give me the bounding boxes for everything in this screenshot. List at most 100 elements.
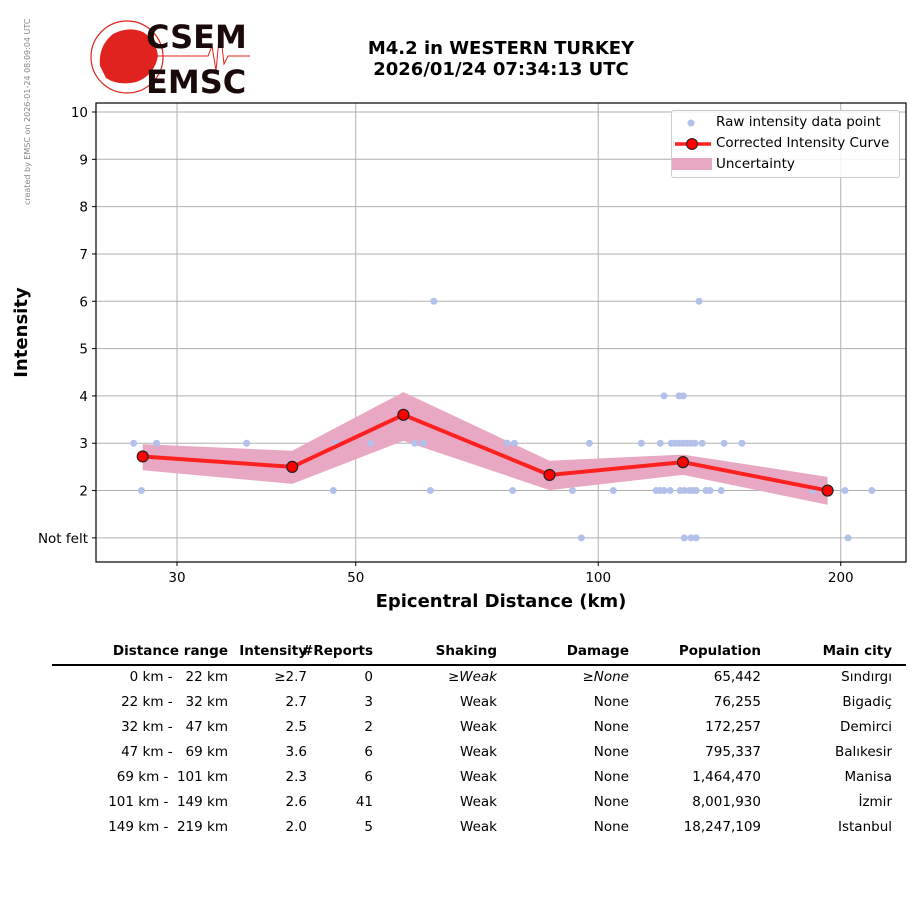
- cell-reports: 5: [364, 819, 373, 835]
- cell-intensity: 2.3: [285, 769, 307, 785]
- y-tick-label: 10: [71, 105, 88, 121]
- cell-damage: None: [593, 819, 629, 835]
- raw-data-point: [426, 487, 434, 495]
- cell-shaking: Weak: [460, 719, 497, 735]
- header-reports: #Reports: [302, 643, 373, 659]
- corrected-curve-point: [286, 460, 299, 473]
- x-tick-label: 100: [585, 570, 611, 586]
- cell-shaking: Weak: [460, 744, 497, 760]
- raw-data-point: [660, 487, 668, 495]
- cell-shaking: Weak: [460, 794, 497, 810]
- cell-main-city: Balıkesir: [834, 744, 892, 760]
- raw-data-point: [577, 534, 585, 542]
- cell-distance-range: 0 km - 22 km: [129, 669, 228, 685]
- cell-distance-range: 101 km - 149 km: [108, 794, 228, 810]
- header-distance-range: Distance range: [112, 643, 228, 659]
- cell-population: 65,442: [713, 669, 761, 685]
- plot-frame: [95, 102, 907, 563]
- cell-main-city: Istanbul: [837, 819, 892, 835]
- header-main-city: Main city: [822, 643, 892, 659]
- cell-population: 172,257: [705, 719, 761, 735]
- raw-data-point: [503, 439, 511, 447]
- raw-data-point: [367, 439, 375, 447]
- cell-distance-range: 22 km - 32 km: [121, 694, 228, 710]
- cell-population: 795,337: [705, 744, 761, 760]
- raw-data-point: [329, 487, 337, 495]
- legend-raw-label: Raw intensity data point: [716, 114, 881, 130]
- cell-reports: 6: [364, 769, 373, 785]
- legend-curve-label: Corrected Intensity Curve: [716, 135, 890, 151]
- raw-data-point: [695, 297, 703, 305]
- raw-data-point: [585, 439, 593, 447]
- raw-data-point: [153, 439, 161, 447]
- logo-text-emsc: EMSC: [146, 63, 246, 100]
- raw-data-point: [666, 487, 674, 495]
- cell-distance-range: 32 km - 47 km: [121, 719, 228, 735]
- raw-data-point: [509, 487, 517, 495]
- cell-shaking: ≥Weak: [447, 669, 497, 685]
- raw-data-point: [844, 534, 852, 542]
- raw-data-point: [692, 487, 700, 495]
- cell-damage: None: [593, 694, 629, 710]
- raw-data-point: [680, 534, 688, 542]
- cell-shaking: Weak: [460, 694, 497, 710]
- cell-main-city: İzmir: [858, 794, 892, 810]
- header-intensity: Intensity: [239, 643, 307, 659]
- raw-data-point: [609, 487, 617, 495]
- raw-data-point: [841, 487, 849, 495]
- cell-distance-range: 69 km - 101 km: [116, 769, 228, 785]
- corrected-curve-point: [543, 468, 556, 482]
- cell-shaking: Weak: [460, 769, 497, 785]
- legend-uncertainty-label: Uncertainty: [716, 156, 795, 172]
- header-shaking: Shaking: [435, 643, 497, 659]
- x-axis-label: Epicentral Distance (km): [376, 591, 627, 612]
- raw-data-point: [411, 439, 419, 447]
- csem-emsc-logo: CSEM EMSC: [90, 18, 250, 100]
- corrected-curve-point: [136, 450, 149, 463]
- cell-reports: 0: [364, 669, 373, 685]
- cell-main-city: Bigadiç: [842, 694, 892, 710]
- cell-intensity: 2.7: [285, 694, 307, 710]
- raw-data-point: [660, 392, 668, 400]
- title-datetime: 2026/01/24 07:34:13 UTC: [373, 59, 629, 80]
- table-header-rule: [52, 664, 906, 666]
- cell-intensity: 2.5: [285, 719, 307, 735]
- y-tick-label: 2: [79, 484, 88, 500]
- legend-swatches: [672, 119, 712, 170]
- cell-reports: 41: [355, 794, 373, 810]
- raw-data-point: [680, 487, 688, 495]
- raw-data-point: [656, 439, 664, 447]
- raw-data-point: [420, 439, 428, 447]
- cell-main-city: Sındırgı: [841, 669, 892, 685]
- cell-damage: None: [593, 719, 629, 735]
- cell-intensity: 2.0: [285, 819, 307, 835]
- legend-uncertainty-swatch: [672, 158, 712, 170]
- raw-data-point: [698, 439, 706, 447]
- x-tick-label: 30: [168, 570, 185, 586]
- cell-shaking: Weak: [460, 819, 497, 835]
- corrected-curve-line: [142, 412, 828, 493]
- legend-curve-marker: [686, 138, 698, 150]
- y-axis-label: Intensity: [11, 287, 32, 378]
- cell-damage: None: [593, 794, 629, 810]
- cell-main-city: Manisa: [844, 769, 892, 785]
- cell-population: 18,247,109: [683, 819, 761, 835]
- cell-damage: None: [593, 744, 629, 760]
- cell-intensity: ≥2.7: [274, 669, 307, 685]
- raw-data-point: [706, 487, 714, 495]
- legend: Raw intensity data point Corrected Inten…: [671, 110, 900, 178]
- cell-reports: 2: [364, 719, 373, 735]
- cell-population: 76,255: [713, 694, 761, 710]
- raw-data-point: [720, 439, 728, 447]
- cell-main-city: Demirci: [839, 719, 892, 735]
- x-tick-label: 50: [347, 570, 364, 586]
- raw-data-point: [692, 534, 700, 542]
- raw-data-point: [717, 487, 725, 495]
- raw-data-point: [868, 487, 876, 495]
- title-event: M4.2 in WESTERN TURKEY: [367, 38, 635, 59]
- y-tick-label: 3: [79, 436, 88, 452]
- raw-data-point: [243, 439, 251, 447]
- cell-damage: None: [593, 769, 629, 785]
- cell-population: 8,001,930: [692, 794, 761, 810]
